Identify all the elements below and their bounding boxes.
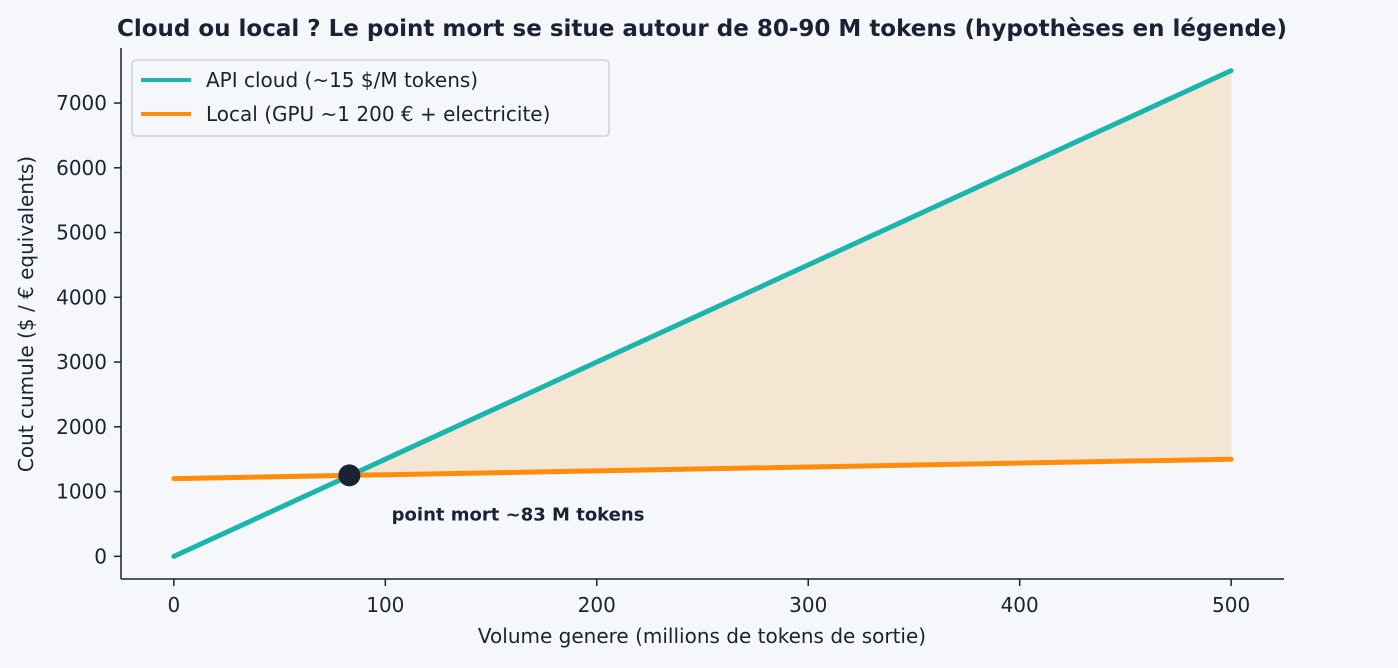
y-tick-label: 4000 bbox=[56, 285, 107, 309]
y-tick-label: 1000 bbox=[56, 480, 107, 504]
y-tick-label: 3000 bbox=[56, 350, 107, 374]
y-tick-label: 6000 bbox=[56, 156, 107, 180]
break-even-point bbox=[338, 464, 361, 487]
y-tick-label: 5000 bbox=[56, 221, 107, 245]
break-even-annotation: point mort ~83 M tokens bbox=[392, 505, 645, 526]
x-ticks: 0 100 200 300 400 500 bbox=[167, 579, 1250, 617]
x-tick-label: 300 bbox=[789, 593, 827, 617]
chart-title: Cloud ou local ? Le point mort se situe … bbox=[117, 16, 1287, 42]
legend-label-api-cloud: API cloud (~15 $/M tokens) bbox=[206, 68, 478, 92]
legend: API cloud (~15 $/M tokens) Local (GPU ~1… bbox=[131, 59, 610, 137]
y-tick-label: 7000 bbox=[56, 91, 107, 115]
x-tick-label: 100 bbox=[366, 593, 404, 617]
x-tick-label: 0 bbox=[167, 593, 180, 617]
x-tick-label: 500 bbox=[1212, 593, 1250, 617]
legend-frame bbox=[131, 59, 610, 137]
y-ticks: 0 1000 2000 3000 4000 5000 6000 7000 bbox=[56, 91, 121, 568]
legend-label-local: Local (GPU ~1 200 € + electricite) bbox=[206, 102, 550, 126]
y-tick-label: 0 bbox=[94, 544, 107, 568]
y-axis-label: Cout cumule ($ / € equivalents) bbox=[14, 156, 38, 472]
marker-layer bbox=[338, 464, 361, 487]
y-tick-label: 2000 bbox=[56, 415, 107, 439]
x-axis-label: Volume genere (millions de tokens de sor… bbox=[478, 624, 926, 648]
x-tick-label: 400 bbox=[1001, 593, 1039, 617]
x-tick-label: 200 bbox=[578, 593, 616, 617]
